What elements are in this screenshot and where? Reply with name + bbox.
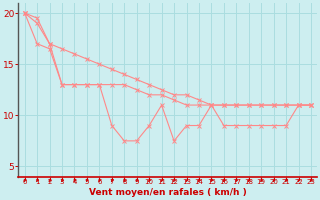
X-axis label: Vent moyen/en rafales ( km/h ): Vent moyen/en rafales ( km/h ): [89, 188, 247, 197]
